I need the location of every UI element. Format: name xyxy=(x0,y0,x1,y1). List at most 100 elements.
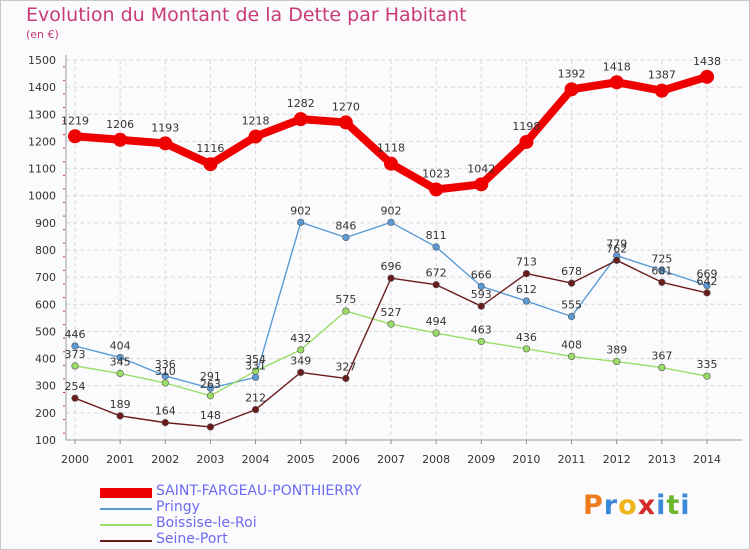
data-label: 672 xyxy=(426,267,447,280)
data-label: 1206 xyxy=(106,118,134,131)
data-point xyxy=(432,243,440,251)
data-label: 463 xyxy=(471,323,492,336)
data-label: 404 xyxy=(110,339,131,352)
data-point xyxy=(297,368,305,377)
data-label: 1392 xyxy=(558,67,586,80)
x-tick-label: 2011 xyxy=(558,453,586,466)
data-label: 336 xyxy=(155,358,176,371)
x-tick-label: 2012 xyxy=(603,453,631,466)
data-label: 593 xyxy=(471,288,492,301)
data-point xyxy=(203,157,218,172)
data-label: 555 xyxy=(561,299,582,312)
data-label: 527 xyxy=(381,306,402,319)
data-label: 1198 xyxy=(512,120,540,133)
data-point xyxy=(567,279,576,287)
x-tick-label: 2008 xyxy=(422,453,450,466)
legend-label: Boissise-le-Roi xyxy=(156,515,257,531)
proxiti-logo: Proxiti xyxy=(583,490,691,521)
data-point xyxy=(206,392,215,400)
data-label: 1118 xyxy=(377,142,405,155)
y-tick-label: 700 xyxy=(35,271,56,284)
data-point xyxy=(342,374,350,382)
y-tick-label: 300 xyxy=(35,380,56,393)
data-point xyxy=(522,297,531,305)
data-point xyxy=(68,129,82,144)
legend-swatch xyxy=(100,488,152,498)
data-point xyxy=(474,177,489,192)
data-point xyxy=(387,320,395,328)
data-point xyxy=(429,182,444,197)
data-label: 902 xyxy=(290,204,311,217)
y-tick-label: 800 xyxy=(35,244,56,257)
y-tick-label: 1200 xyxy=(28,135,56,148)
logo-letter: o xyxy=(618,490,638,521)
data-point xyxy=(432,281,440,289)
data-point xyxy=(248,129,263,144)
data-label: 696 xyxy=(381,260,402,273)
y-tick-label: 1000 xyxy=(28,190,56,203)
legend-swatch xyxy=(100,508,152,510)
data-label: 310 xyxy=(155,365,176,378)
x-tick-label: 2010 xyxy=(512,453,540,466)
x-tick-label: 2005 xyxy=(287,453,315,466)
data-point xyxy=(387,218,395,226)
series xyxy=(68,69,714,431)
data-point xyxy=(477,337,485,346)
data-point xyxy=(703,281,711,290)
y-tick-label: 1100 xyxy=(28,163,56,176)
logo-letter: x xyxy=(637,490,657,521)
data-label: 291 xyxy=(200,370,221,383)
data-label: 811 xyxy=(426,229,447,242)
x-tick-label: 2013 xyxy=(648,453,676,466)
data-label: 345 xyxy=(110,356,131,369)
data-point xyxy=(251,373,260,381)
data-label: 148 xyxy=(200,409,221,422)
x-tick-label: 2007 xyxy=(377,453,405,466)
data-point xyxy=(71,342,79,350)
data-label: 1042 xyxy=(467,162,495,175)
data-point xyxy=(432,329,440,337)
data-label: 1418 xyxy=(603,60,631,73)
data-point xyxy=(384,156,398,171)
data-label: 446 xyxy=(65,328,86,341)
legend-label: SAINT-FARGEAU-PONTHIERRY xyxy=(156,483,362,499)
data-point xyxy=(658,278,666,286)
data-label: 902 xyxy=(381,204,402,217)
data-label: 1023 xyxy=(422,167,450,180)
x-tick-label: 2000 xyxy=(61,453,89,466)
x-tick-label: 2003 xyxy=(196,453,224,466)
y-tick-label: 1500 xyxy=(28,54,56,67)
data-label: 725 xyxy=(651,252,672,265)
data-point xyxy=(658,266,666,274)
legend-label: Pringy xyxy=(156,499,200,515)
data-label: 164 xyxy=(155,405,176,418)
logo-letter: i xyxy=(680,490,691,521)
x-tick-label: 2006 xyxy=(332,453,360,466)
data-label: 335 xyxy=(697,358,718,371)
data-label: 1218 xyxy=(242,115,270,128)
data-point xyxy=(297,218,305,226)
y-tick-label: 600 xyxy=(35,298,56,311)
x-tick-label: 2001 xyxy=(106,453,134,466)
logo-letter: t xyxy=(666,490,681,521)
data-point xyxy=(477,282,485,290)
data-label: 254 xyxy=(65,380,86,393)
data-point xyxy=(161,379,169,387)
y-tick-label: 400 xyxy=(35,353,56,366)
data-point xyxy=(161,372,169,380)
data-point xyxy=(477,302,485,310)
data-point xyxy=(206,384,215,392)
y-tick-label: 500 xyxy=(35,325,56,338)
data-point xyxy=(613,357,621,366)
data-label: 762 xyxy=(606,242,627,255)
data-point xyxy=(113,132,128,147)
legend-label: Seine-Port xyxy=(156,531,228,547)
data-point xyxy=(71,362,79,370)
data-label: 212 xyxy=(245,392,266,405)
data-label: 779 xyxy=(606,238,627,251)
data-point xyxy=(338,115,353,130)
data-label: 642 xyxy=(697,275,718,288)
data-label: 1270 xyxy=(332,100,360,113)
data-label: 575 xyxy=(335,293,356,306)
logo-letter: r xyxy=(603,490,619,521)
